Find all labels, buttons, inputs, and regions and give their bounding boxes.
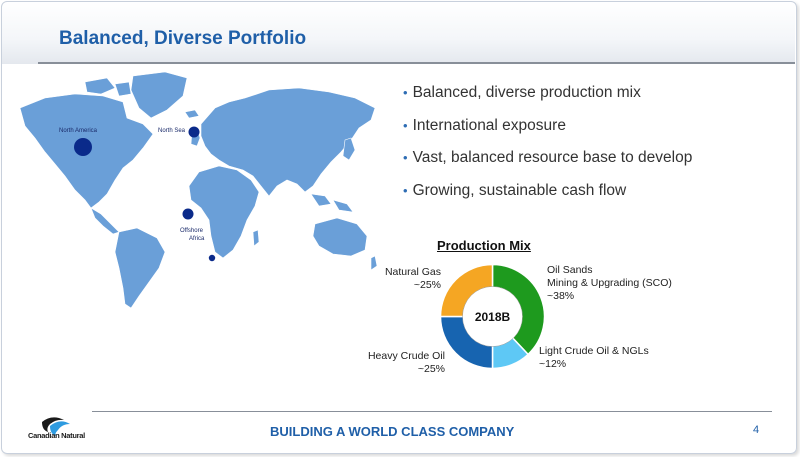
bullet-dot-icon: • (403, 150, 408, 165)
map-label-offshore: Offshore (180, 228, 203, 234)
bullet-item: • Growing, sustainable cash flow (403, 181, 627, 199)
map-markers (74, 126, 216, 262)
south-africa-marker (208, 254, 216, 262)
world-map (19, 71, 378, 309)
bullet-list: • Balanced, diverse production mix • Inter… (403, 80, 692, 210)
donut-center-label: 2018B (475, 310, 511, 324)
slice-label-natural-gas: Natural Gas ~25% (384, 266, 441, 291)
page-title: Balanced, Diverse Portfolio (59, 28, 307, 49)
canadian-natural-logo-icon (42, 417, 70, 436)
logo-text: Canadian Natural (28, 431, 85, 440)
donut-hole (462, 286, 523, 347)
bullet-item: • International exposure (403, 116, 566, 134)
slice-label-heavy-crude: Heavy Crude Oil ~25% (367, 350, 445, 375)
bullet-dot-icon: • (403, 117, 408, 133)
bullet-dot-icon: • (403, 85, 408, 100)
title-divider (38, 62, 795, 64)
bullet-item: • Balanced, diverse production mix (403, 84, 641, 101)
north-america-marker (74, 138, 92, 156)
production-mix-donut: 2018B (439, 263, 546, 370)
offshore-africa-marker (182, 208, 194, 220)
footer-tagline: BUILDING A WORLD CLASS COMPANY (270, 424, 515, 439)
world-map-land (19, 71, 378, 309)
bullet-item: • Vast, balanced resource base to develop (403, 149, 693, 166)
map-label-north-america: North America (59, 128, 98, 134)
map-label-north-sea: North Sea (158, 128, 186, 134)
footer-divider (92, 411, 772, 412)
chart-title: Production Mix (437, 238, 531, 253)
bullet-dot-icon: • (403, 182, 408, 198)
north-sea-marker (188, 126, 200, 138)
slice-label-oil-sands: Oil Sands Mining & Upgrading (SCO) ~38% (547, 264, 672, 302)
title-band (2, 2, 795, 64)
page-number: 4 (753, 424, 760, 436)
map-label-africa: Africa (189, 236, 205, 242)
slice-label-light-crude: Light Crude Oil & NGLs ~12% (539, 345, 649, 370)
